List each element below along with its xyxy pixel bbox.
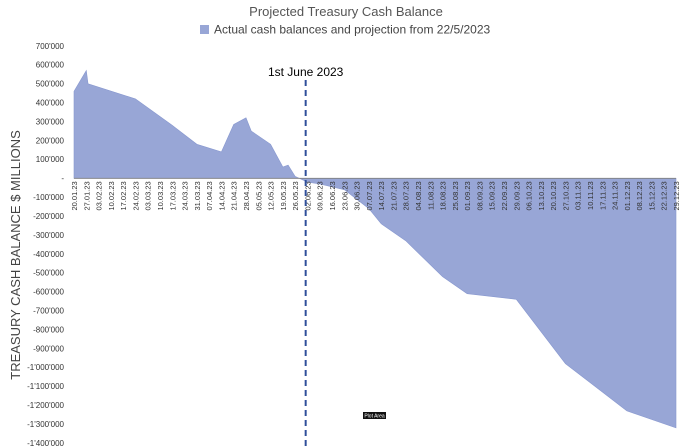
- x-tick-label: 07.07.23: [365, 181, 374, 210]
- x-tick-label: 03.03.23: [144, 181, 153, 210]
- y-axis-label: TREASURY CASH BALANCE $ MILLIONS: [8, 130, 23, 380]
- x-tick-label: 15.12.23: [647, 181, 656, 210]
- y-tick-label: -200'000: [33, 212, 64, 221]
- y-tick-label: -100'000: [33, 193, 64, 202]
- x-tick-label: 29.09.23: [512, 181, 521, 210]
- series-layer: [73, 69, 677, 429]
- x-tick-label: 24.11.23: [611, 181, 620, 210]
- y-tick-label: 400'000: [36, 99, 65, 108]
- x-tick-label: 14.07.23: [377, 181, 386, 210]
- legend-label: Actual cash balances and projection from…: [214, 23, 491, 37]
- x-tick-label: 02.06.23: [303, 181, 312, 210]
- annotation-layer: 1st June 2023: [268, 65, 344, 447]
- x-tick-label: 31.03.23: [193, 181, 202, 210]
- x-tick-label: 10.02.23: [107, 181, 116, 210]
- y-tick-label: -1'000'000: [27, 363, 64, 372]
- tooltip-box: [363, 412, 386, 419]
- x-tick-label: 13.10.23: [537, 181, 546, 210]
- x-tick-label: 20.01.23: [70, 181, 79, 210]
- x-tick-label: 11.08.23: [426, 181, 435, 210]
- y-tick-label: -700'000: [33, 306, 64, 315]
- x-tick-label: 28.07.23: [402, 181, 411, 210]
- y-axis: 700'000 600'000 500'000 400'000 300'000 200'0…: [27, 42, 64, 448]
- legend-swatch: [200, 25, 209, 34]
- x-tick-label: 26.05.23: [291, 181, 300, 210]
- x-tick-label: 17.11.23: [598, 181, 607, 210]
- y-tick-label: 600'000: [36, 61, 65, 70]
- y-tick-label: -500'000: [33, 269, 64, 278]
- x-tick-label: 21.07.23: [389, 181, 398, 210]
- x-tick-label: 01.09.23: [463, 181, 472, 210]
- x-tick-label: 28.04.23: [242, 181, 251, 210]
- x-tick-label: 20.10.23: [549, 181, 558, 210]
- x-tick-label: 04.08.23: [414, 181, 423, 210]
- x-tick-label: 17.02.23: [119, 181, 128, 210]
- series-area: [73, 69, 677, 429]
- y-tick-label: -: [61, 174, 64, 183]
- y-tick-label: -800'000: [33, 325, 64, 334]
- x-tick-label: 27.10.23: [561, 181, 570, 210]
- x-tick-label: 24.02.23: [131, 181, 140, 210]
- x-tick-label: 29.12.23: [672, 181, 680, 210]
- y-tick-label: -1'400'000: [27, 439, 64, 448]
- x-tick-label: 25.08.23: [451, 181, 460, 210]
- x-tick-label: 10.11.23: [586, 181, 595, 210]
- y-tick-label: 100'000: [36, 155, 65, 164]
- x-tick-label: 18.08.23: [439, 181, 448, 210]
- x-tick-label: 30.06.23: [353, 181, 362, 210]
- y-tick-label: -1'200'000: [27, 401, 64, 410]
- x-tick-label: 08.12.23: [635, 181, 644, 210]
- x-tick-label: 14.04.23: [217, 181, 226, 210]
- x-tick-label: 08.09.23: [475, 181, 484, 210]
- y-tick-label: -400'000: [33, 250, 64, 259]
- x-tick-label: 03.11.23: [574, 181, 583, 210]
- x-tick-label: 01.12.23: [623, 181, 632, 210]
- y-tick-label: -1'100'000: [27, 382, 64, 391]
- x-axis: 20.01.23 27.01.23 03.02.23 10.02.23 17.02.23…: [70, 177, 680, 211]
- x-tick-label: 03.02.23: [95, 181, 104, 210]
- x-tick-label: 24.03.23: [181, 181, 190, 210]
- x-tick-label: 06.10.23: [525, 181, 534, 210]
- x-tick-label: 15.09.23: [488, 181, 497, 210]
- tooltip-text: Plot Area: [364, 414, 385, 420]
- y-tick-label: 500'000: [36, 80, 65, 89]
- x-tick-label: 05.05.23: [254, 181, 263, 210]
- legend: Actual cash balances and projection from…: [200, 23, 491, 37]
- x-tick-label: 27.01.23: [82, 181, 91, 210]
- y-tick-label: -900'000: [33, 344, 64, 353]
- x-tick-label: 19.05.23: [279, 181, 288, 210]
- y-tick-label: 700'000: [36, 42, 65, 51]
- y-tick-label: 300'000: [36, 117, 65, 126]
- x-tick-label: 07.04.23: [205, 181, 214, 210]
- x-tick-label: 12.05.23: [267, 181, 276, 210]
- x-tick-label: 22.09.23: [500, 181, 509, 210]
- y-tick-label: -1'300'000: [27, 420, 64, 429]
- x-tick-label: 10.03.23: [156, 181, 165, 210]
- x-tick-label: 17.03.23: [168, 181, 177, 210]
- x-tick-label: 09.06.23: [316, 181, 325, 210]
- y-tick-label: -300'000: [33, 231, 64, 240]
- plot-area-tooltip: Plot Area: [363, 412, 386, 420]
- x-tick-label: 22.12.23: [660, 181, 669, 210]
- x-tick-label: 23.06.23: [340, 181, 349, 210]
- y-tick-label: 200'000: [36, 136, 65, 145]
- x-tick-label: 16.06.23: [328, 181, 337, 210]
- y-tick-label: -600'000: [33, 288, 64, 297]
- chart-title: Projected Treasury Cash Balance: [249, 4, 443, 19]
- x-tick-label: 21.04.23: [230, 181, 239, 210]
- annotation-label: 1st June 2023: [268, 65, 344, 79]
